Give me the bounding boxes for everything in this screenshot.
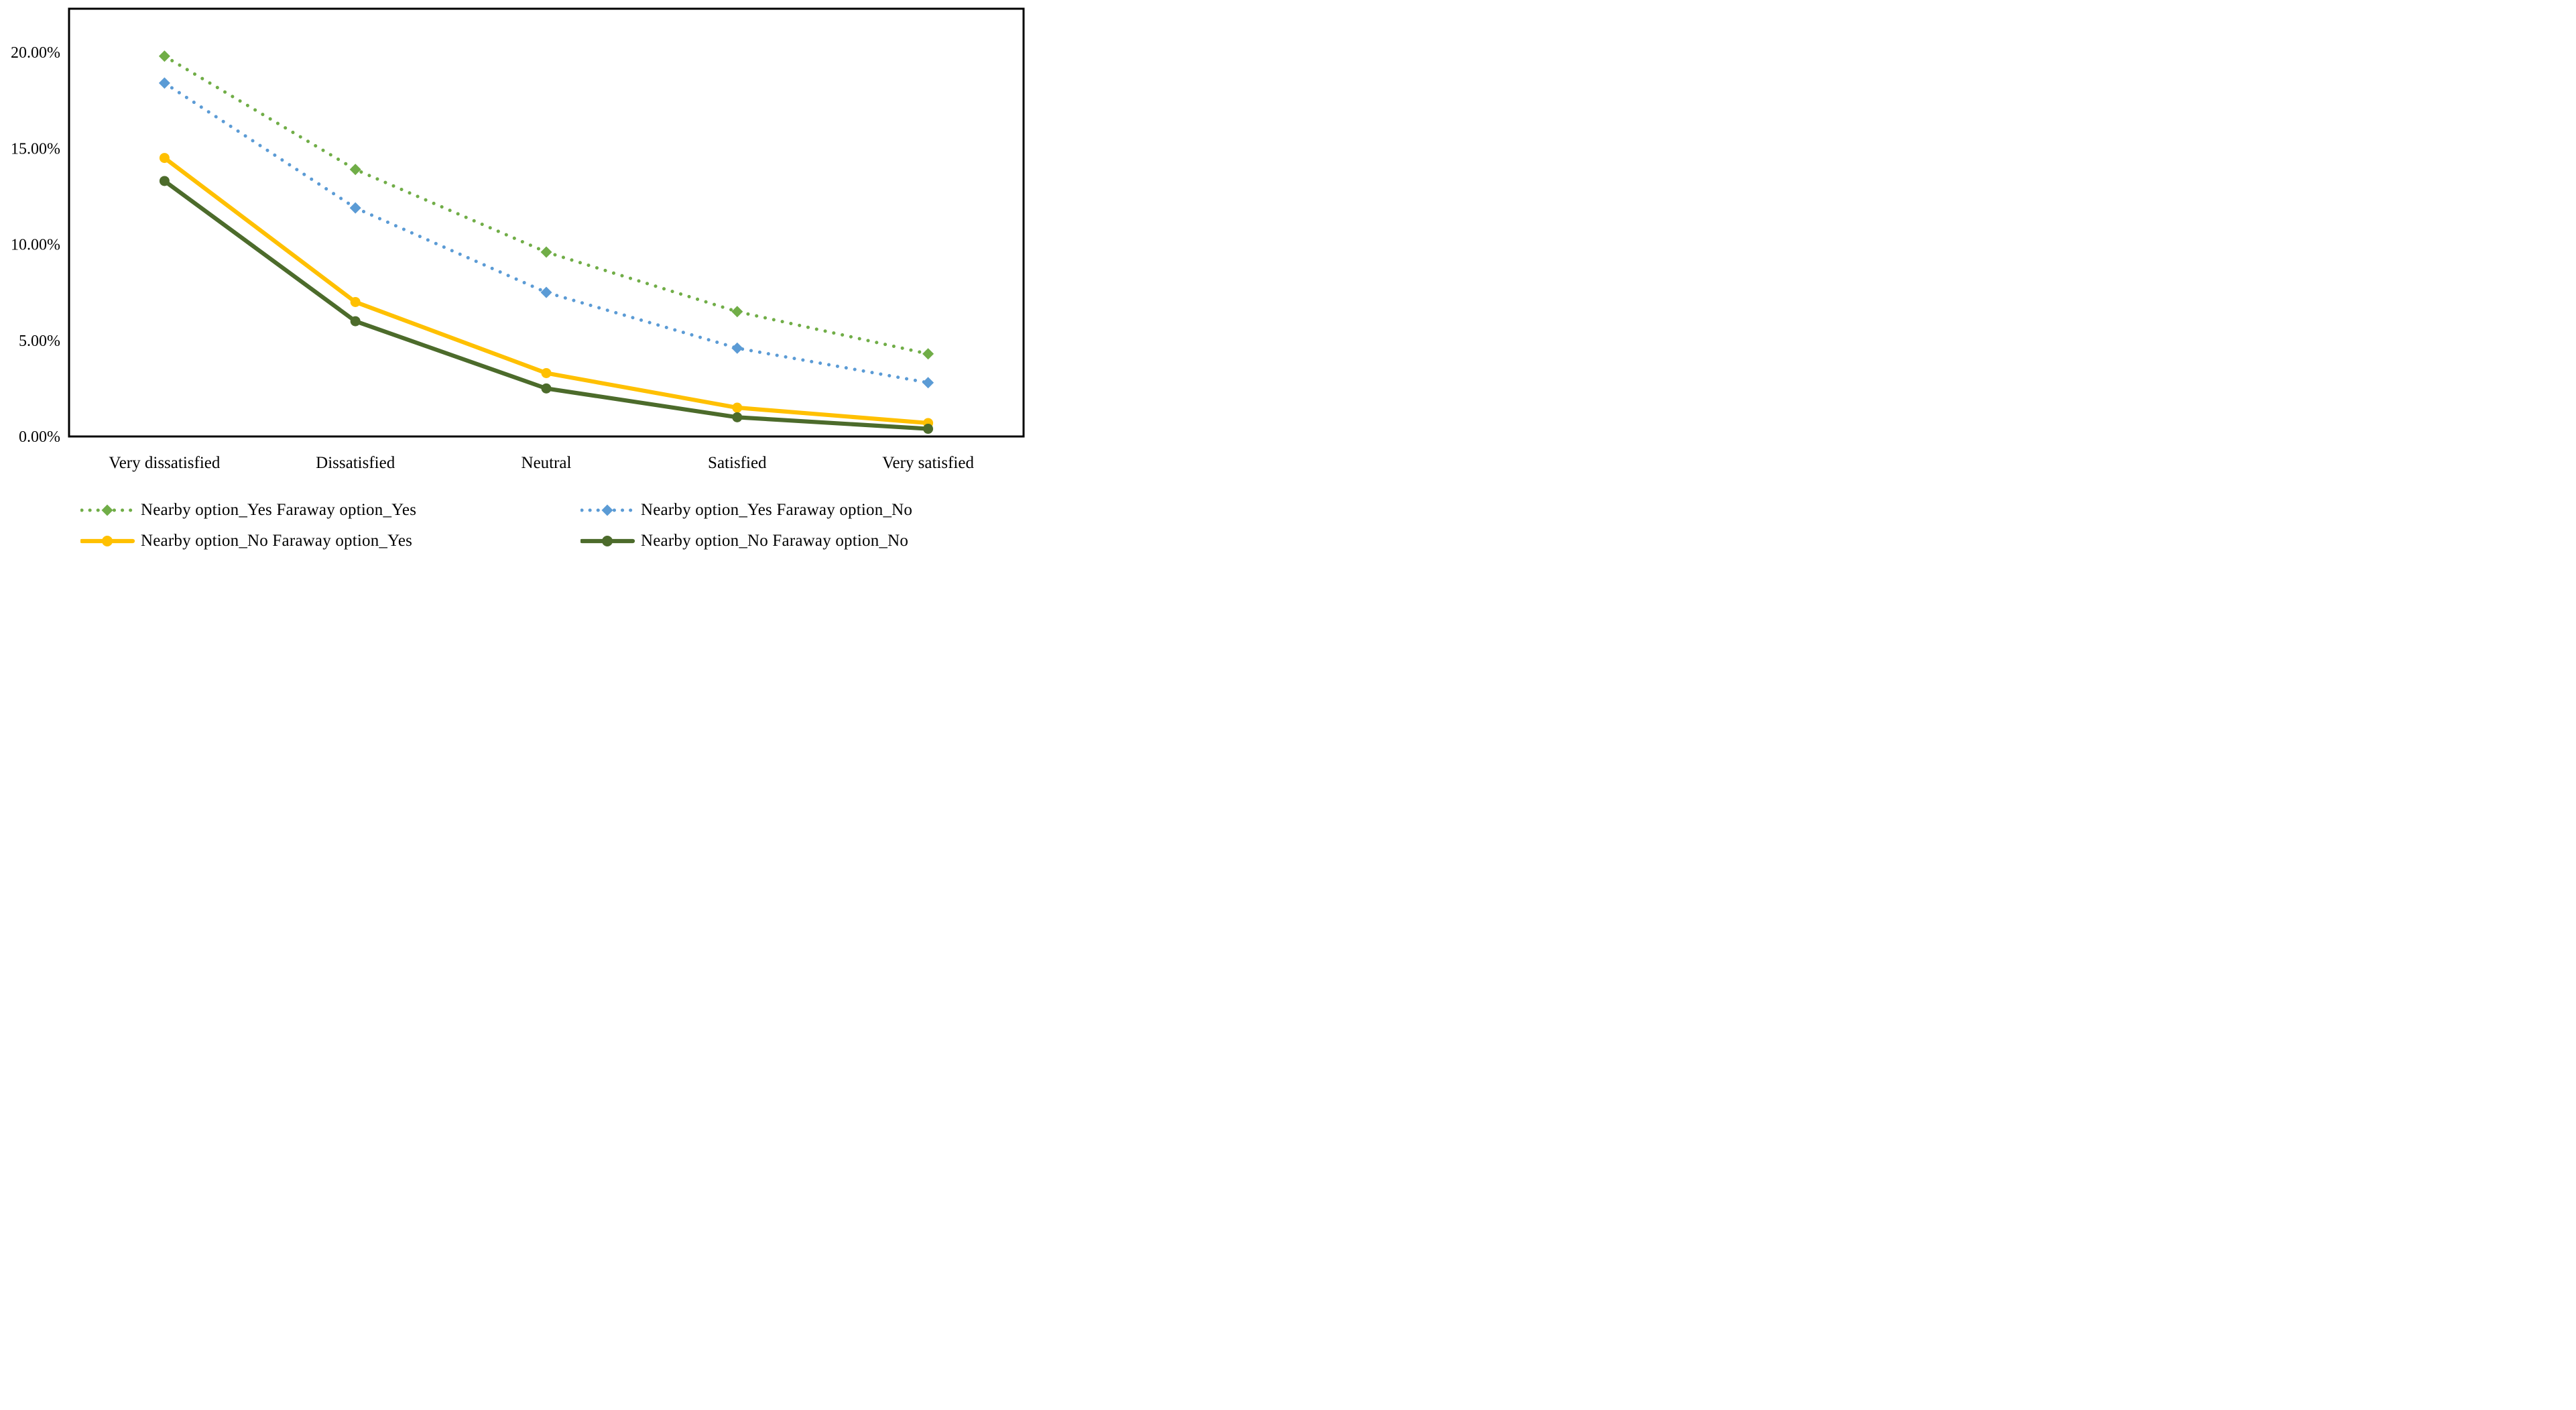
series-line [162,54,930,356]
series-marker-diamond [540,246,552,258]
legend-solid-circle-swatch-icon [580,536,635,546]
y-axis-tick-label: 5.00% [19,333,60,350]
series-line [162,81,930,385]
series-marker-diamond [349,202,361,214]
series-marker-circle [732,412,743,422]
legend-circle-marker [102,536,113,546]
series-marker-circle [541,367,552,378]
legend-label: Nearby option_No Faraway option_No [641,532,909,550]
x-axis-category-label: Very dissatisfied [109,454,220,472]
legend-item-nearby-no-faraway-yes: Nearby option_No Faraway option_Yes [80,531,580,551]
series-marker-circle [923,424,934,434]
series-marker-circle [541,383,552,394]
series-marker-circle [350,316,361,327]
legend-item-nearby-yes-faraway-yes: Nearby option_Yes Faraway option_Yes [80,500,580,520]
legend-label: Nearby option_No Faraway option_Yes [141,532,413,550]
y-axis-tick-label: 10.00% [11,237,60,254]
x-axis-category-label: Neutral [522,454,572,472]
series-marker-circle [159,153,170,164]
x-axis-category-label: Very satisfied [882,454,974,472]
satisfaction-line-chart-figure: 0.00% 5.00% 10.00% 15.00% 20.00% Very dissati… [0,0,1030,564]
y-axis-tick-label: 15.00% [11,140,60,158]
chart-legend: Nearby option_Yes Faraway option_Yes Nea… [80,500,912,551]
y-axis-tick-label: 0.00% [19,428,60,446]
legend-solid-circle-swatch-icon [80,536,135,546]
legend-diamond-marker [101,504,113,516]
legend-dotted-diamond-swatch-icon [80,504,135,516]
series-marker-circle [732,402,743,413]
series-marker-diamond [731,342,743,354]
series-marker-diamond [540,286,552,298]
series-marker-diamond [922,377,934,389]
chart-canvas: 0.00% 5.00% 10.00% 15.00% 20.00% Very dissati… [11,7,1025,472]
series-marker-circle [159,176,170,186]
series-marker-circle [350,296,361,307]
series-marker-diamond [158,77,170,89]
legend-diamond-marker [601,504,613,516]
legend-dotted-diamond-swatch-icon [580,504,635,516]
series-marker-diamond [349,164,361,176]
legend-circle-marker [602,536,613,546]
series-marker-diamond [731,306,743,318]
legend-item-nearby-no-faraway-no: Nearby option_No Faraway option_No [580,531,912,551]
y-axis-tick-label: 20.00% [11,44,60,62]
legend-label: Nearby option_Yes Faraway option_Yes [141,501,417,519]
plot-border [68,7,1025,438]
x-axis-category-label: Dissatisfied [316,454,395,472]
x-axis-category-label: Satisfied [708,454,767,472]
legend-label: Nearby option_Yes Faraway option_No [641,501,913,519]
series-marker-diamond [922,348,934,360]
legend-item-nearby-yes-faraway-no: Nearby option_Yes Faraway option_No [580,500,912,520]
series-marker-diamond [158,50,170,62]
